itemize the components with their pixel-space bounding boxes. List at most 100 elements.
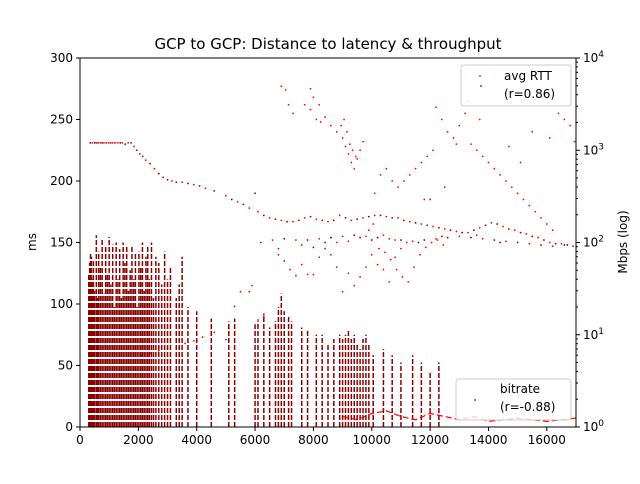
legend-bottom-marker <box>474 399 476 401</box>
rtt-point <box>340 124 343 127</box>
rtt-point <box>413 266 415 268</box>
rtt-point <box>573 140 576 143</box>
rtt-point <box>455 230 458 233</box>
rtt-point <box>519 161 522 164</box>
rtt-point <box>531 130 534 133</box>
legend-top: avg RTT (r=0.86) <box>460 64 572 107</box>
x-tick-label: 12000 <box>411 433 449 447</box>
legend-top-marker-light <box>479 75 481 77</box>
y-axis-right: 100 101 102 103 104 <box>576 50 604 434</box>
bitrate-lines-layer <box>88 235 577 427</box>
x-tick-label: 16000 <box>528 433 566 447</box>
rtt-point <box>327 220 329 223</box>
rtt-point <box>458 235 461 238</box>
rtt-point <box>359 276 361 278</box>
rtt-point <box>551 229 554 232</box>
rtt-point <box>419 253 421 256</box>
rtt-point <box>389 258 392 261</box>
rtt-point <box>464 112 467 115</box>
rtt-point <box>213 189 216 192</box>
rtt-point <box>335 130 338 133</box>
rtt-point <box>379 214 382 217</box>
y-right-tick-label: 103 <box>583 142 604 157</box>
rtt-point <box>566 244 569 246</box>
rtt-point <box>321 219 324 222</box>
rtt-point <box>455 143 458 146</box>
rtt-point <box>303 103 306 106</box>
rtt-point <box>443 228 446 230</box>
x-tick-label: 10000 <box>353 433 391 447</box>
x-tick-label: 0 <box>76 433 84 447</box>
rtt-point <box>348 143 351 146</box>
rtt-point <box>315 118 318 121</box>
rtt-point <box>309 108 312 111</box>
y-tick-label: 100 <box>50 297 73 311</box>
rtt-point <box>262 214 265 217</box>
rtt-point <box>408 173 411 176</box>
rtt-point <box>426 155 429 158</box>
legend-top-box <box>460 64 572 107</box>
rtt-point <box>153 167 156 170</box>
rtt-point <box>111 141 114 144</box>
rtt-point <box>420 223 423 225</box>
rtt-point <box>478 118 481 121</box>
rtt-point <box>149 162 151 165</box>
rtt-point <box>359 149 361 152</box>
rtt-point <box>130 141 132 144</box>
rtt-point <box>470 236 472 239</box>
rtt-point <box>330 236 332 239</box>
rtt-point <box>127 141 130 144</box>
x-tick-label: 14000 <box>469 433 507 447</box>
rtt-point <box>423 198 426 201</box>
x-tick-label: 4000 <box>181 433 212 447</box>
rtt-point <box>411 240 414 243</box>
y-axis-label-right: Mbps (log) <box>616 210 630 273</box>
rtt-point <box>367 229 370 232</box>
y-right-tick-label: 104 <box>583 50 604 65</box>
rtt-point <box>248 207 251 209</box>
rtt-point <box>300 244 303 246</box>
rtt-point <box>350 219 353 222</box>
rtt-point <box>309 87 312 90</box>
rtt-point <box>233 305 236 308</box>
rtt-point <box>391 180 394 182</box>
rtt-point <box>283 260 286 262</box>
rtt-point <box>343 118 345 121</box>
rtt-point <box>338 214 341 217</box>
rtt-point <box>105 141 108 144</box>
y-tick-label: 0 <box>65 420 73 434</box>
rtt-point <box>402 219 405 222</box>
rtt-point <box>157 172 160 175</box>
rtt-point <box>481 237 484 240</box>
rtt-point <box>289 268 291 271</box>
rtt-point <box>365 235 367 238</box>
rtt-point <box>548 241 551 244</box>
rtt-point <box>144 159 147 161</box>
rtt-point <box>484 224 487 227</box>
rtt-point <box>490 221 493 224</box>
rtt-point <box>324 116 326 118</box>
rtt-point <box>470 143 472 146</box>
rtt-point <box>97 141 99 144</box>
rtt-point <box>166 178 169 181</box>
rtt-point <box>395 268 398 271</box>
rtt-point <box>394 256 397 259</box>
rtt-point <box>405 241 408 244</box>
rtt-point <box>274 218 277 221</box>
rtt-point <box>372 223 375 225</box>
rtt-point <box>354 155 357 158</box>
rtt-point <box>114 141 116 144</box>
rtt-point <box>505 240 507 243</box>
rtt-point <box>341 137 344 139</box>
rtt-point <box>284 89 287 91</box>
rtt-point <box>341 235 344 238</box>
rtt-point <box>502 225 504 228</box>
rtt-point <box>496 223 499 225</box>
rtt-point <box>213 331 216 334</box>
rtt-point <box>95 141 98 144</box>
rtt-point <box>440 118 443 121</box>
y-tick-label: 300 <box>50 51 73 65</box>
x-tick-label: 6000 <box>240 433 271 447</box>
rtt-point <box>318 256 321 259</box>
rtt-point <box>525 232 528 235</box>
